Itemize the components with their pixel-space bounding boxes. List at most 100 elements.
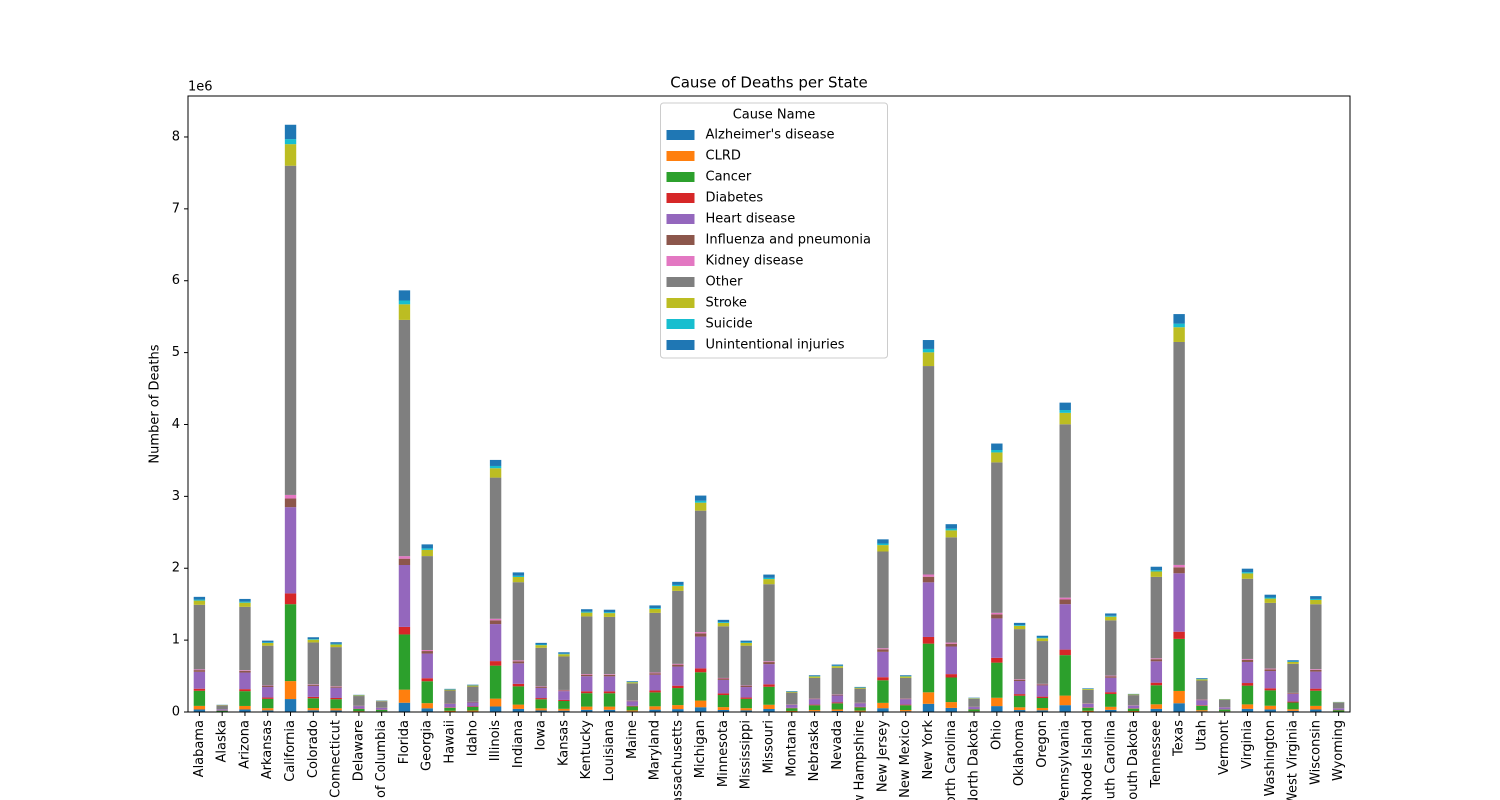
- bar-segment: [284, 165, 297, 495]
- bar-segment: [535, 699, 547, 709]
- x-tick-label: Nevada: [830, 720, 845, 770]
- bar-segment: [1196, 679, 1208, 681]
- bar-segment: [945, 524, 957, 529]
- bar-segment: [900, 677, 912, 699]
- bar-segment: [489, 665, 502, 699]
- bar-segment: [1310, 669, 1322, 670]
- bar-segment: [694, 495, 707, 501]
- bar-segment: [877, 539, 889, 544]
- bar-segment: [1310, 669, 1322, 672]
- bar-segment: [649, 612, 661, 673]
- bar-segment: [581, 706, 593, 710]
- bar-segment: [1287, 660, 1299, 662]
- bar-segment: [1150, 661, 1163, 683]
- bar-segment: [1036, 641, 1049, 684]
- bar-segment: [854, 686, 866, 688]
- bar-segment: [1059, 599, 1071, 605]
- x-tick-label: Wyoming: [1331, 720, 1346, 781]
- bar-segment: [991, 657, 1003, 663]
- x-tick-label: New Mexico: [898, 720, 913, 798]
- bar-segment: [672, 584, 684, 587]
- bar-segment: [467, 706, 479, 711]
- bar-segment: [877, 551, 889, 649]
- bar-segment: [603, 691, 616, 694]
- bar-segment: [1264, 705, 1276, 710]
- bar-segment: [945, 537, 957, 643]
- bar-segment: [740, 710, 752, 712]
- bar-segment: [512, 663, 525, 684]
- bar-segment: [922, 366, 935, 575]
- bar-segment: [262, 687, 274, 698]
- x-tick-label: Maryland: [648, 720, 663, 780]
- x-tick-label: Indiana: [511, 720, 526, 768]
- bar-segment: [1082, 689, 1094, 704]
- bar-segment: [1173, 564, 1185, 568]
- x-tick-label: Washington: [1263, 720, 1278, 796]
- legend-swatch: [666, 151, 695, 161]
- bar-segment: [740, 640, 752, 643]
- x-tick-label: Florida: [397, 720, 412, 764]
- bar-segment: [398, 304, 411, 320]
- legend-swatch: [666, 172, 695, 182]
- y-tick-label: 1: [172, 633, 180, 648]
- bar-segment: [353, 695, 365, 697]
- bar-segment: [239, 606, 251, 671]
- bar-segment: [1173, 690, 1185, 704]
- bar-segment: [740, 645, 752, 686]
- x-tick-label: New Hampshire: [853, 720, 868, 800]
- bar-segment: [900, 705, 912, 711]
- bar-segment: [444, 707, 456, 711]
- bar-segment: [1310, 599, 1322, 605]
- bar-segment: [1196, 678, 1208, 680]
- bar-segment: [922, 582, 935, 637]
- bar-segment: [900, 704, 912, 706]
- bar-segment: [467, 684, 479, 686]
- bar-segment: [1082, 703, 1094, 708]
- bar-segment: [1127, 694, 1140, 696]
- x-tick-label: Virginia: [1240, 720, 1255, 769]
- bar-segment: [740, 685, 752, 688]
- bar-segment: [421, 708, 433, 712]
- bar-segment: [1173, 323, 1185, 328]
- bar-segment: [1241, 685, 1254, 705]
- x-tick-label: Alabama: [192, 720, 207, 777]
- bar-segment: [330, 647, 342, 687]
- legend-label: Other: [706, 275, 744, 290]
- bar-segment: [740, 708, 752, 711]
- bar-segment: [922, 574, 935, 577]
- legend-swatch: [666, 235, 695, 245]
- bar-segment: [239, 689, 251, 692]
- bar-segment: [193, 688, 206, 691]
- x-tick-label: Louisiana: [602, 720, 617, 781]
- bar-segment: [581, 693, 593, 707]
- bar-segment: [1036, 638, 1049, 642]
- x-tick-label: Oklahoma: [1012, 720, 1027, 786]
- x-tick-label: Arizona: [237, 720, 252, 769]
- bar-segment: [1150, 576, 1163, 659]
- bar-segment: [1105, 616, 1117, 621]
- bar-segment: [1013, 625, 1026, 626]
- bar-segment: [1150, 708, 1163, 712]
- bar-segment: [649, 672, 661, 674]
- bar-segment: [330, 644, 342, 648]
- bar-segment: [398, 319, 411, 557]
- bar-segment: [808, 698, 821, 700]
- legend-box: [660, 102, 888, 359]
- bar-segment: [512, 708, 525, 712]
- x-tick-label: Texas: [1172, 720, 1187, 757]
- bar-segment: [603, 612, 616, 614]
- bar-segment: [626, 683, 638, 701]
- bar-segment: [672, 664, 684, 667]
- bar-segment: [1310, 709, 1322, 712]
- x-tick-label: Oregon: [1035, 720, 1050, 768]
- bar-segment: [694, 502, 707, 511]
- bar-segment: [1013, 707, 1026, 711]
- bar-segment: [1013, 681, 1026, 695]
- bar-segment: [535, 710, 547, 712]
- bar-segment: [284, 699, 297, 712]
- bar-segment: [330, 697, 342, 700]
- bar-segment: [1059, 424, 1071, 598]
- bar-segment: [831, 667, 844, 695]
- bar-segment: [922, 576, 935, 583]
